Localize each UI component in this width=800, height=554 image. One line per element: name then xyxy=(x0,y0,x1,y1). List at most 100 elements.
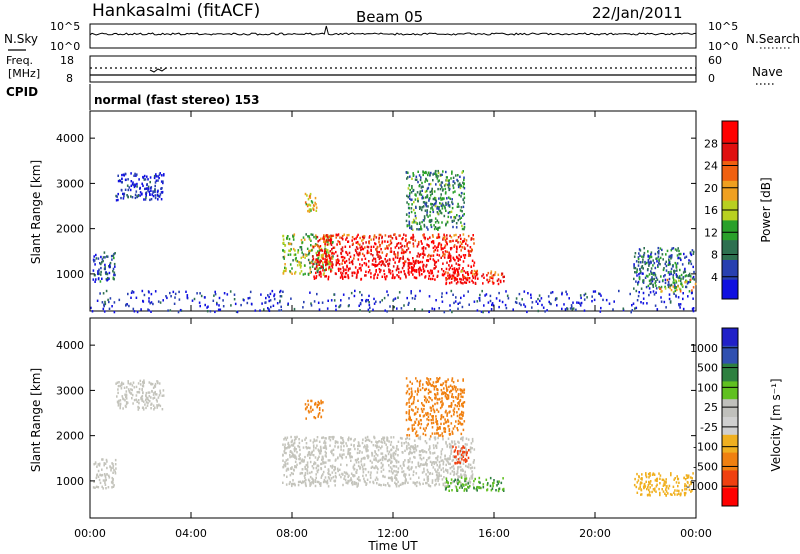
range-time-cell xyxy=(429,210,432,214)
range-time-cell xyxy=(366,249,369,253)
range-time-cell xyxy=(482,310,484,314)
range-time-cell xyxy=(447,461,449,464)
range-time-cell xyxy=(421,471,424,474)
range-time-cell xyxy=(362,438,364,441)
range-time-cell xyxy=(93,480,95,483)
range-time-cell xyxy=(633,483,636,487)
range-time-cell xyxy=(292,259,294,262)
range-time-cell xyxy=(273,297,276,301)
range-time-cell xyxy=(326,243,329,246)
range-time-cell xyxy=(108,265,111,269)
range-time-cell xyxy=(408,452,410,456)
range-time-cell xyxy=(685,474,688,477)
range-time-cell xyxy=(662,478,665,482)
range-time-cell xyxy=(414,412,417,415)
range-time-cell xyxy=(110,467,113,470)
range-time-cell xyxy=(570,304,573,307)
range-time-cell xyxy=(457,273,460,276)
range-time-cell xyxy=(361,264,363,267)
range-time-cell xyxy=(415,178,418,181)
range-time-cell xyxy=(457,179,459,183)
range-time-cell xyxy=(445,396,448,399)
range-time-cell xyxy=(318,481,320,484)
range-time-cell xyxy=(669,493,672,496)
range-time-cell xyxy=(409,457,411,460)
range-time-cell xyxy=(652,290,655,293)
range-time-cell xyxy=(135,385,138,389)
range-time-cell xyxy=(377,467,379,471)
range-time-cell xyxy=(688,259,690,262)
range-time-cell xyxy=(322,480,325,484)
range-time-cell xyxy=(101,468,103,471)
range-time-cell xyxy=(449,254,451,258)
range-time-cell xyxy=(459,280,462,284)
range-time-cell xyxy=(375,446,378,449)
range-time-cell xyxy=(685,285,687,289)
range-time-cell xyxy=(649,474,651,477)
range-time-cell xyxy=(421,206,424,209)
range-time-cell xyxy=(429,413,432,416)
range-time-cell xyxy=(445,442,447,445)
range-time-cell xyxy=(676,489,678,492)
range-time-cell xyxy=(408,258,410,262)
range-time-cell xyxy=(280,295,283,298)
range-time-cell xyxy=(369,459,372,463)
range-time-cell xyxy=(401,266,404,270)
range-time-cell xyxy=(196,292,198,295)
range-time-cell xyxy=(472,461,475,464)
range-time-cell xyxy=(384,234,387,237)
range-time-cell xyxy=(473,242,475,245)
range-time-cell xyxy=(157,175,159,178)
range-time-cell xyxy=(683,476,685,480)
range-time-cell xyxy=(473,479,475,483)
range-time-cell xyxy=(376,251,379,254)
range-time-cell xyxy=(410,270,413,274)
range-time-cell xyxy=(407,176,409,179)
range-time-cell xyxy=(334,272,337,275)
range-time-cell xyxy=(391,276,394,280)
range-time-cell xyxy=(446,197,448,200)
range-time-cell xyxy=(269,292,272,296)
range-time-cell xyxy=(452,184,454,187)
range-time-cell xyxy=(478,297,481,300)
colorbar-tick-label: 100 xyxy=(697,381,718,394)
range-time-cell xyxy=(651,473,654,476)
range-time-cell xyxy=(337,240,339,243)
range-time-cell xyxy=(638,252,640,255)
range-time-cell xyxy=(411,177,413,180)
range-time-cell xyxy=(347,438,349,441)
range-time-cell xyxy=(315,446,317,450)
range-time-cell xyxy=(418,184,421,188)
range-time-cell xyxy=(421,402,423,405)
range-time-cell xyxy=(453,407,456,410)
range-time-cell xyxy=(90,306,92,310)
range-time-cell xyxy=(360,248,362,252)
range-time-cell xyxy=(468,253,470,256)
range-time-cell xyxy=(119,179,122,183)
range-time-cell xyxy=(434,204,437,208)
range-time-cell xyxy=(395,483,397,486)
range-time-cell xyxy=(678,253,680,256)
range-time-cell xyxy=(322,253,324,256)
range-time-cell xyxy=(153,176,156,180)
range-time-cell xyxy=(130,180,133,183)
range-time-cell xyxy=(447,481,449,484)
range-time-cell xyxy=(141,385,144,388)
range-time-cell xyxy=(143,198,145,201)
range-time-cell xyxy=(370,440,373,444)
range-time-cell xyxy=(324,252,326,255)
range-time-cell xyxy=(286,467,288,471)
range-time-cell xyxy=(301,458,304,461)
range-time-cell xyxy=(288,242,290,246)
range-time-cell xyxy=(445,458,447,461)
range-time-cell xyxy=(454,461,456,465)
range-time-cell xyxy=(440,203,443,206)
range-time-cell xyxy=(638,273,640,276)
range-time-cell xyxy=(496,480,499,483)
range-time-cell xyxy=(149,302,151,305)
power-ylabel: Slant Range [km] xyxy=(29,160,43,264)
colorbar-swatch xyxy=(722,345,738,365)
range-time-cell xyxy=(343,477,345,480)
range-time-cell xyxy=(97,475,100,478)
range-time-cell xyxy=(234,302,237,306)
